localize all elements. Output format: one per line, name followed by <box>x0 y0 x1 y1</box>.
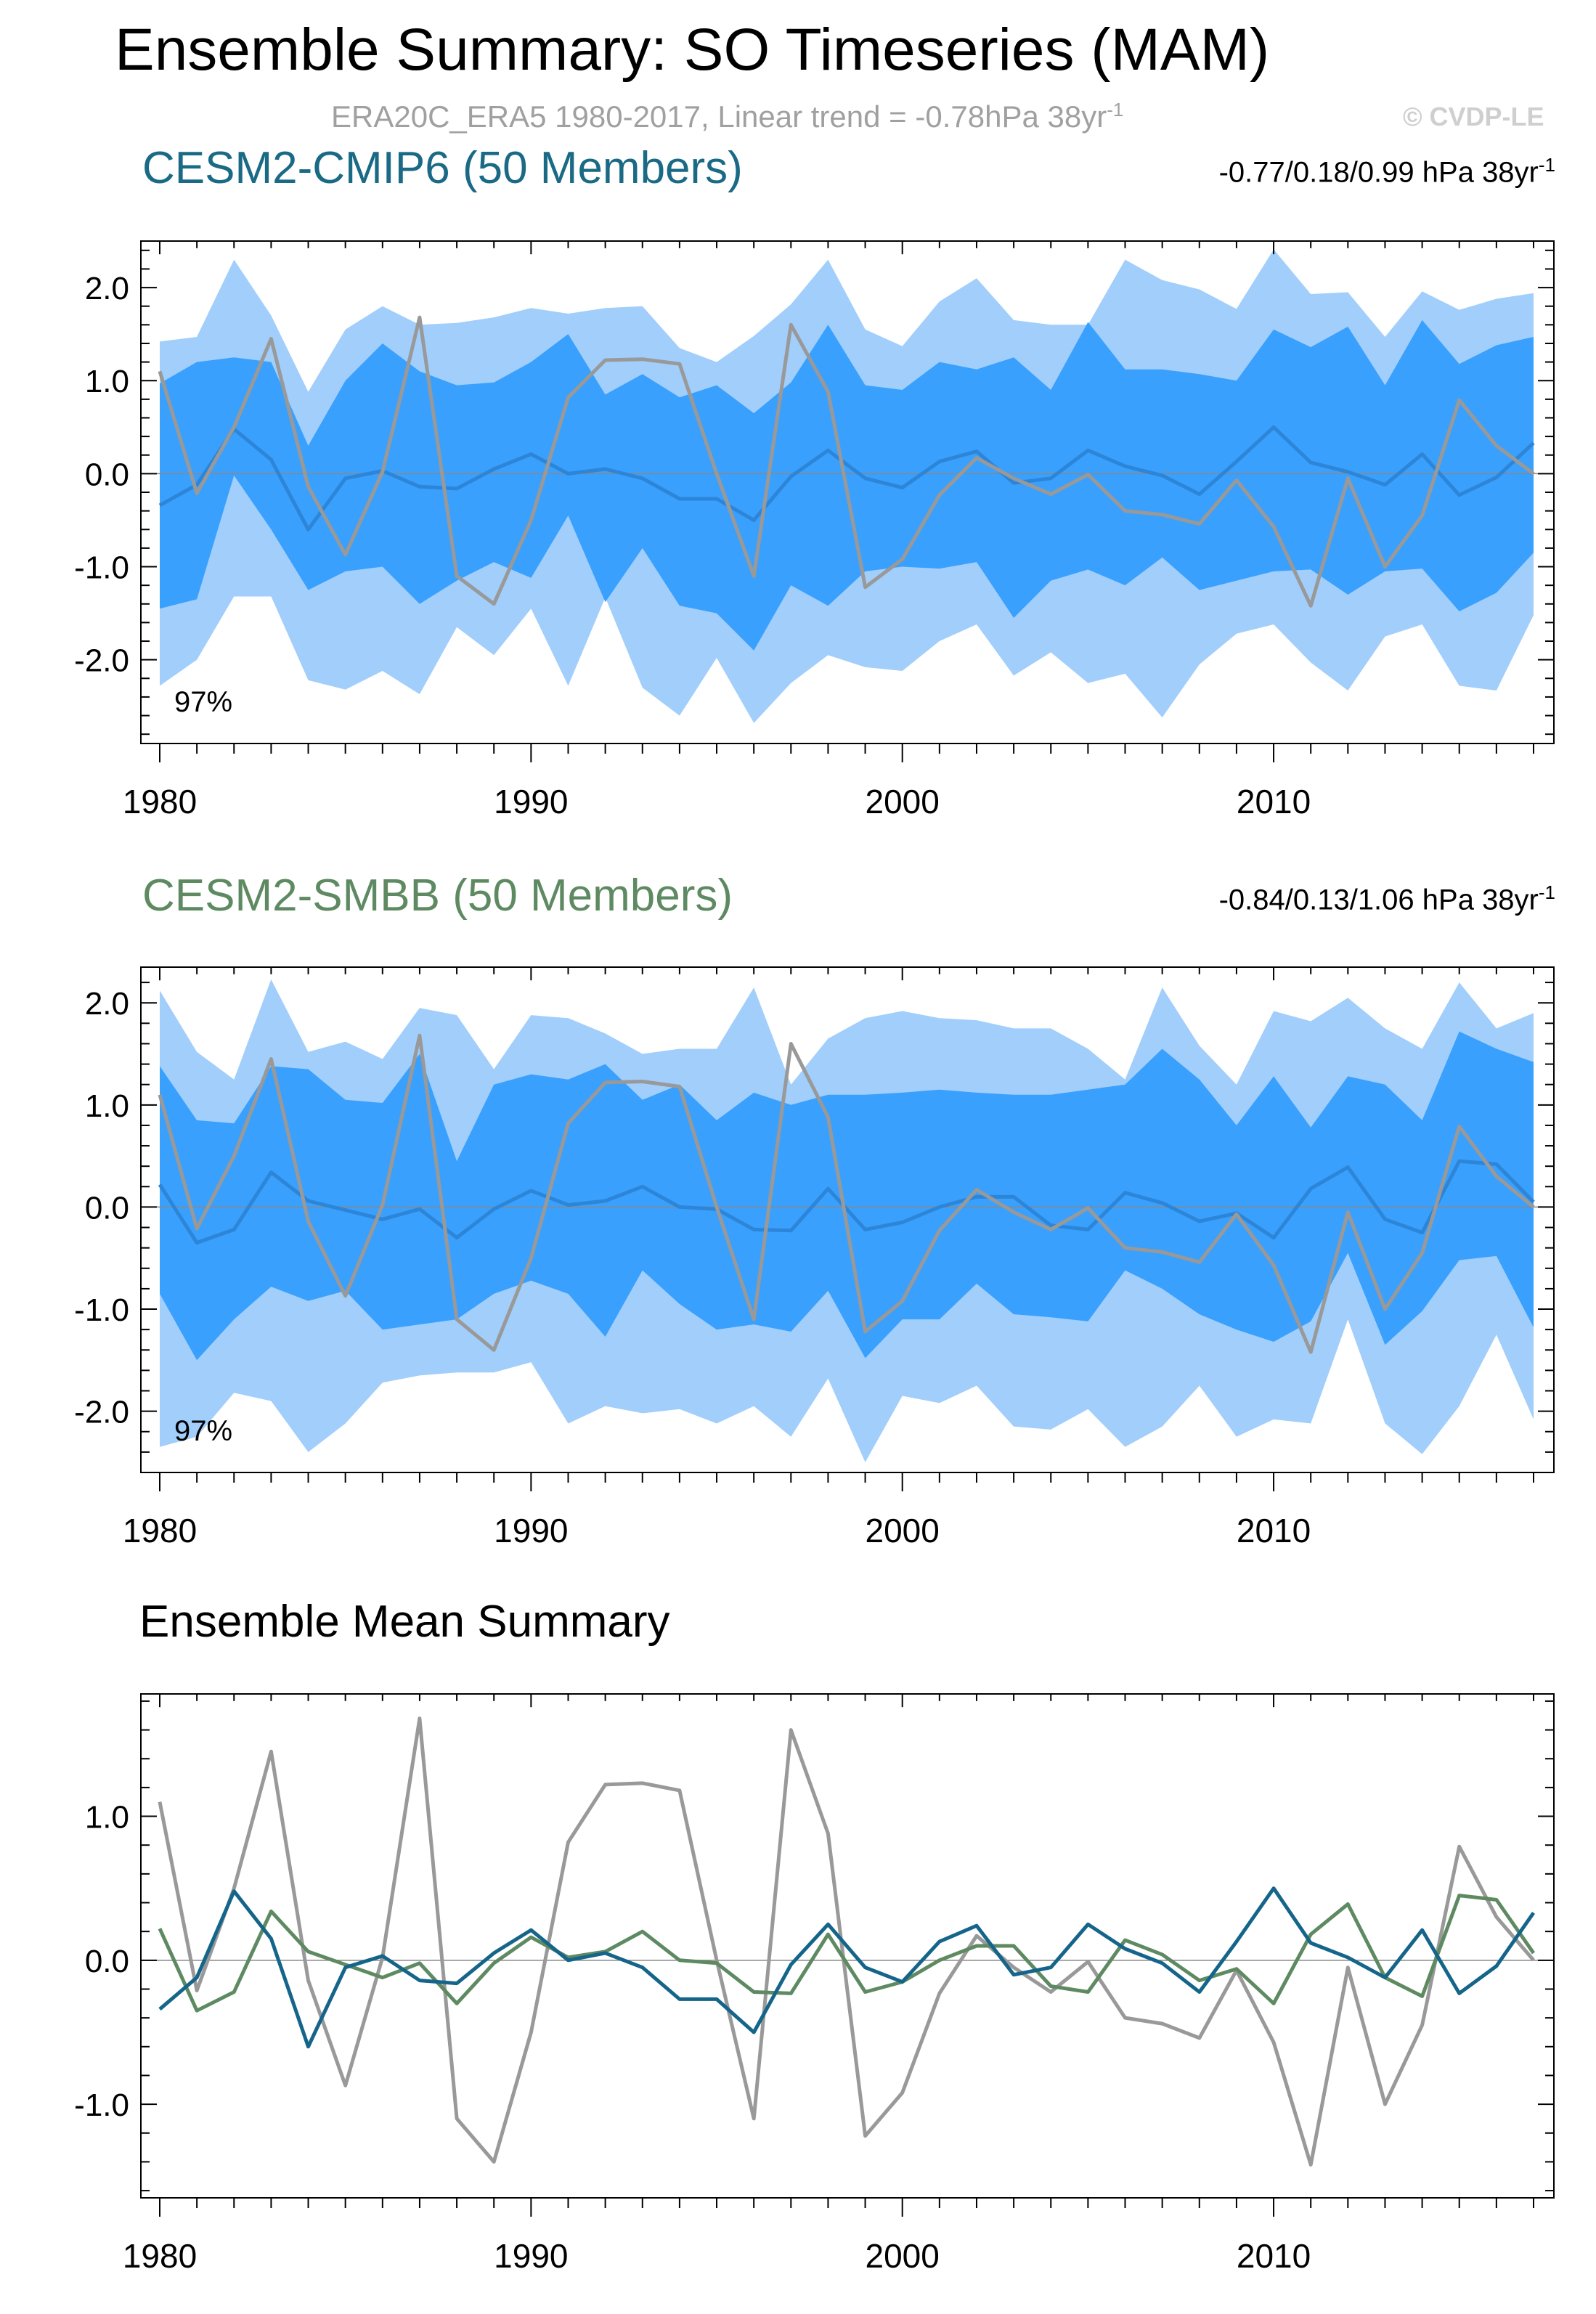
smbb-ytick-label: -1.0 <box>74 1292 129 1328</box>
smbb-ytick-label: 1.0 <box>85 1088 129 1124</box>
cmip6-ytick-label: -1.0 <box>74 550 129 586</box>
panel-mean: -1.0 0.0 1.0 1980 1990 2000 2010 <box>74 1693 1555 2275</box>
smbb-xtick-label: 1980 <box>123 1512 197 1549</box>
panel-smbb: -2.0 -1.0 0.0 1.0 2.0 1980 1990 2000 2010 97% <box>74 966 1555 1549</box>
subtitle-superscript: -1 <box>1107 99 1124 121</box>
figure-title: Ensemble Summary: SO Timeseries (MAM) <box>115 17 1270 83</box>
mean-ytick-label: 0.0 <box>85 1944 129 1979</box>
mean-observations-line <box>158 1716 1535 2167</box>
cvdp-watermark: © CVDP-LE <box>1403 102 1544 131</box>
mean-panel-title: Ensemble Mean Summary <box>139 1597 670 1647</box>
panel-cmip6: -2.0 -1.0 0.0 1.0 2.0 1980 1990 2000 2010 97% <box>74 240 1555 820</box>
cmip6-stats-superscript: -1 <box>1538 154 1555 176</box>
subtitle-text: ERA20C_ERA5 1980-2017, Linear trend = -0… <box>331 99 1107 134</box>
cmip6-stats-text: -0.77/0.18/0.99 hPa 38yr <box>1218 156 1539 189</box>
cmip6-percent-label: 97% <box>174 686 232 718</box>
smbb-xtick-label: 2010 <box>1237 1512 1311 1549</box>
cmip6-ytick-label: -2.0 <box>74 643 129 679</box>
smbb-frame <box>140 966 1555 1473</box>
smbb-panel-title: CESM2-SMBB (50 Members) <box>142 871 733 921</box>
cmip6-xtick-label: 1980 <box>123 783 197 820</box>
figure-subtitle: ERA20C_ERA5 1980-2017, Linear trend = -0… <box>331 99 1123 134</box>
cmip6-ytick-label: 2.0 <box>85 271 129 306</box>
smbb-trend-stats: -0.84/0.13/1.06 hPa 38yr-1 <box>1219 881 1555 916</box>
smbb-stats-text: -0.84/0.13/1.06 hPa 38yr <box>1218 884 1539 916</box>
mean-xtick-label: 2010 <box>1237 2237 1311 2275</box>
cmip6-observations-line <box>158 315 1535 608</box>
cmip6-xtick-label: 2010 <box>1237 783 1311 820</box>
cmip6-ytick-label: 1.0 <box>85 364 129 399</box>
cmip6-trend-stats: -0.77/0.18/0.99 hPa 38yr-1 <box>1219 154 1555 189</box>
mean-ytick-label: 1.0 <box>85 1800 129 1836</box>
cmip6-ensemble-mean-line <box>158 425 1535 531</box>
smbb-xtick-label: 2000 <box>866 1512 940 1549</box>
smbb-stats-superscript: -1 <box>1538 881 1555 903</box>
mean-frame <box>140 1693 1555 2199</box>
smbb-observations-line <box>158 1033 1535 1354</box>
cmip6-panel-title: CESM2-CMIP6 (50 Members) <box>142 143 743 193</box>
smbb-xtick-label: 1990 <box>494 1512 568 1549</box>
smbb-ytick-label: -2.0 <box>74 1395 129 1430</box>
smbb-percent-label: 97% <box>174 1415 232 1447</box>
mean-xtick-label: 1980 <box>123 2237 197 2275</box>
cmip6-xtick-label: 1990 <box>494 783 568 820</box>
smbb-inner-band <box>160 1031 1534 1361</box>
cmip6-ytick-label: 0.0 <box>85 457 129 492</box>
mean-xtick-label: 1990 <box>494 2237 568 2275</box>
mean-cmip6-line <box>158 1886 1536 2049</box>
mean-ytick-label: -1.0 <box>74 2087 129 2123</box>
smbb-ytick-label: 2.0 <box>85 986 129 1022</box>
smbb-ensemble-mean-line <box>158 1159 1535 1245</box>
mean-smbb-line <box>158 1894 1536 2013</box>
cmip6-xtick-label: 2000 <box>866 783 940 820</box>
smbb-ytick-label: 0.0 <box>85 1190 129 1226</box>
mean-xtick-label: 2000 <box>866 2237 940 2275</box>
